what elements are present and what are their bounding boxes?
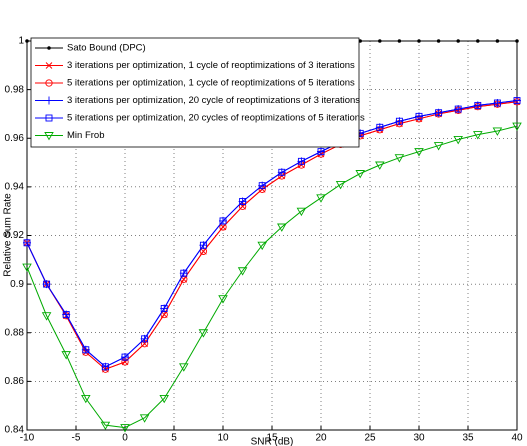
marker <box>414 148 424 157</box>
marker <box>100 421 111 431</box>
marker <box>45 62 53 69</box>
legend-label: 3 iterations per optimization, 1 cycle o… <box>67 60 355 71</box>
y-tick-label: 0.96 <box>5 133 25 144</box>
marker <box>258 182 266 190</box>
y-tick-label: 0.88 <box>5 327 25 338</box>
marker <box>492 127 503 136</box>
marker <box>417 39 421 43</box>
marker <box>23 239 31 247</box>
legend-label: 5 iterations per optimization, 1 cycle o… <box>67 78 355 89</box>
marker <box>395 117 403 125</box>
y-tick-label: 0.94 <box>5 182 25 193</box>
series-line <box>26 125 518 429</box>
x-tick-label: 20 <box>315 433 327 444</box>
marker <box>101 363 109 371</box>
marker <box>45 79 53 87</box>
marker <box>160 304 168 312</box>
marker <box>513 97 521 105</box>
marker <box>82 346 90 354</box>
marker <box>120 424 130 433</box>
x-tick-label: 15 <box>266 433 278 444</box>
x-tick-label: 10 <box>217 433 229 444</box>
marker <box>436 39 441 43</box>
y-tick-label: 0.98 <box>5 84 25 95</box>
marker <box>179 363 189 372</box>
legend-label: Min Frob <box>67 130 104 141</box>
x-tick-label: 25 <box>364 433 376 444</box>
marker <box>239 198 247 205</box>
legend-label: 5 iterations per optimization, 20 cycles… <box>67 113 365 124</box>
marker <box>47 46 51 50</box>
marker <box>456 39 460 43</box>
marker <box>317 148 325 156</box>
marker <box>141 335 149 343</box>
x-tick-label: 40 <box>511 433 523 444</box>
marker <box>454 105 462 113</box>
y-axis-label: Relative Sum Rate <box>3 193 14 277</box>
marker <box>376 123 384 131</box>
marker <box>198 329 209 338</box>
x-tick-label: 35 <box>462 433 474 444</box>
marker <box>159 394 169 404</box>
marker <box>415 112 423 120</box>
legend-label: Sato Bound (DPC) <box>67 43 146 54</box>
marker <box>237 267 248 276</box>
y-tick-label: 0.84 <box>5 425 25 436</box>
marker <box>375 161 385 170</box>
marker <box>121 353 129 361</box>
y-tick-label: 0.92 <box>5 230 25 241</box>
marker <box>493 99 501 107</box>
marker <box>296 207 307 217</box>
marker <box>45 96 53 105</box>
marker <box>43 280 51 288</box>
marker <box>22 263 32 273</box>
marker <box>277 223 287 232</box>
marker <box>25 39 29 43</box>
x-axis-label: SNR (dB) <box>251 437 294 446</box>
marker <box>515 39 519 43</box>
legend-label: 3 iterations per optimization, 20 cycle … <box>67 95 360 106</box>
marker <box>219 217 227 225</box>
marker <box>45 114 53 122</box>
marker <box>335 180 346 190</box>
marker <box>62 311 70 318</box>
marker <box>433 142 444 151</box>
marker <box>180 269 188 277</box>
marker <box>257 241 267 251</box>
x-tick-label: 30 <box>413 433 425 444</box>
marker <box>316 194 326 203</box>
marker <box>199 241 207 249</box>
marker <box>139 414 150 423</box>
marker <box>61 351 71 360</box>
marker <box>378 39 382 43</box>
marker <box>278 168 286 176</box>
marker <box>41 312 52 321</box>
marker <box>473 131 483 140</box>
marker <box>453 136 463 145</box>
marker <box>476 39 480 43</box>
marker <box>355 170 365 179</box>
marker <box>474 101 482 109</box>
x-tick-label: 0 <box>122 433 128 444</box>
marker <box>397 39 402 43</box>
x-tick-label: -10 <box>20 433 35 444</box>
marker <box>512 122 522 132</box>
marker <box>218 295 228 304</box>
x-tick-label: -5 <box>72 433 81 444</box>
y-tick-label: 0.9 <box>10 279 24 290</box>
marker <box>297 157 305 165</box>
y-tick-label: 0.86 <box>5 376 25 387</box>
marker <box>81 394 91 404</box>
marker <box>44 132 54 141</box>
marker <box>495 39 500 43</box>
marker <box>435 109 443 117</box>
y-tick-label: 1 <box>18 36 24 47</box>
x-tick-label: 5 <box>171 433 177 444</box>
legend-box <box>30 37 360 148</box>
marker <box>394 154 405 163</box>
